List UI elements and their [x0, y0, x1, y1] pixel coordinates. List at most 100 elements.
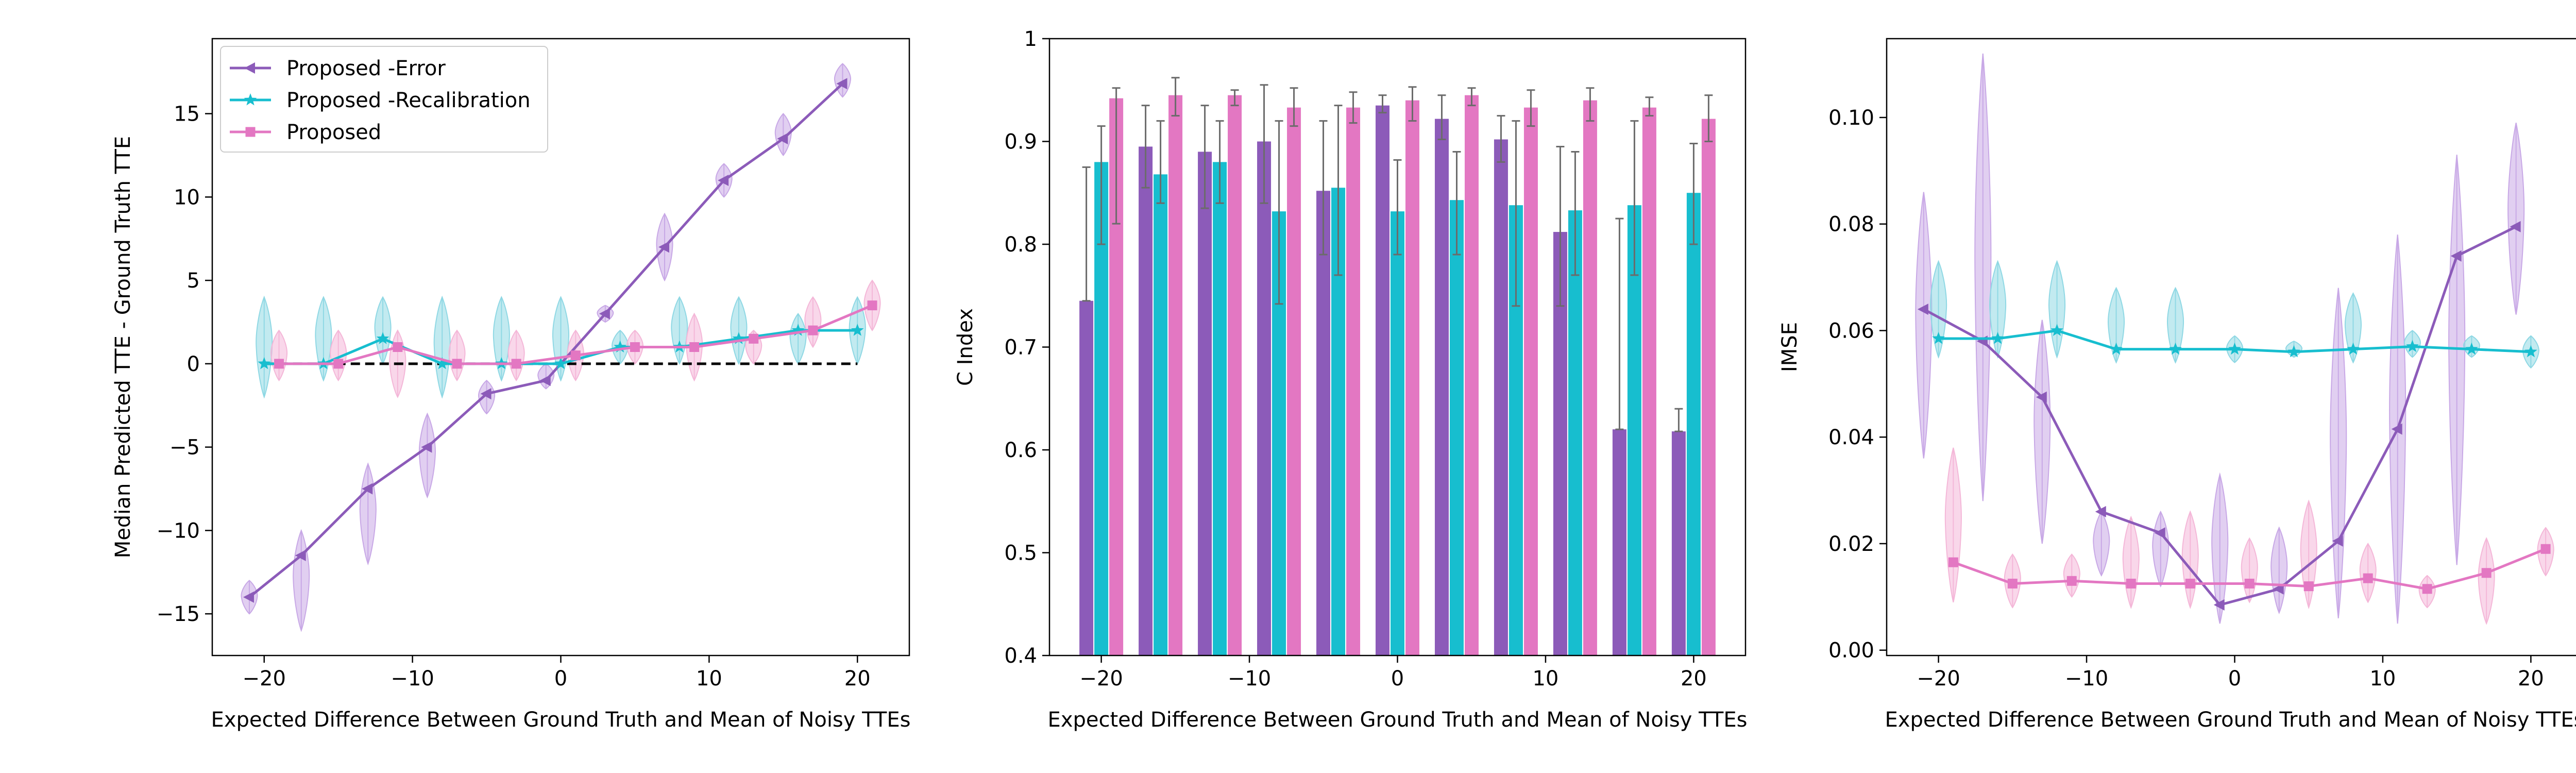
legend-marker: [244, 62, 255, 74]
bar: [1612, 429, 1626, 656]
x-tick-label: −10: [391, 667, 434, 691]
y-tick-label: 10: [174, 186, 200, 209]
bar: [1464, 95, 1479, 656]
bar: [1686, 193, 1701, 656]
bar: [1376, 105, 1389, 656]
data-point: [2110, 342, 2123, 355]
x-tick-label: 0: [554, 667, 567, 691]
y-tick-label: 0.4: [1004, 644, 1037, 668]
x-tick-label: −10: [1228, 667, 1271, 691]
bar: [1316, 191, 1331, 656]
data-point: [258, 357, 271, 369]
y-axis-label: C Index: [954, 308, 977, 386]
x-tick-label: −20: [1917, 667, 1960, 691]
data-point: [630, 342, 640, 352]
x-tick-label: 10: [2369, 667, 2396, 691]
data-point: [480, 388, 492, 400]
data-point: [2228, 342, 2241, 355]
y-tick-label: 15: [174, 103, 200, 126]
data-point: [1948, 557, 1958, 567]
data-point: [554, 357, 567, 369]
bar: [1642, 107, 1656, 656]
data-point: [658, 241, 670, 253]
data-point: [732, 332, 745, 344]
data-point: [599, 308, 610, 320]
data-point: [570, 350, 581, 361]
bar: [1671, 431, 1686, 656]
y-tick-label: 0.7: [1004, 336, 1037, 360]
legend-label: Proposed: [286, 121, 381, 144]
data-point: [2363, 573, 2373, 583]
y-axis-label: Median Predicted TTE - Ground Truth TTE: [111, 136, 135, 558]
data-point: [2126, 578, 2136, 589]
data-point: [362, 483, 373, 495]
legend: Proposed -Error Proposed -Recalibration Pr…: [220, 46, 548, 153]
data-point: [867, 300, 877, 311]
data-point: [376, 332, 389, 344]
bar: [1627, 205, 1641, 656]
data-point: [1991, 332, 2004, 344]
data-point: [718, 174, 729, 186]
x-tick-label: 10: [696, 667, 722, 691]
error-panel: −20 −10 0 10 20 −15 −10 −5 0 5 10 15 Expected Differ…: [111, 38, 911, 732]
data-point: [2524, 345, 2537, 358]
bar: [1198, 152, 1212, 656]
legend-label: Proposed -Error: [286, 57, 446, 80]
data-point: [452, 359, 462, 369]
y-tick-label: 0.08: [1828, 213, 1874, 237]
imse-panel: −20 −10 0 10 20 0.00 0.02 0.04 0.06 0.08 0.10 Expec…: [1778, 38, 2576, 732]
y-tick-label: 0.8: [1004, 233, 1037, 257]
data-point: [2510, 221, 2521, 232]
y-tick-label: 0.04: [1828, 426, 1874, 449]
data-point: [2332, 535, 2343, 547]
bar: [1449, 200, 1464, 656]
data-point: [2213, 599, 2225, 611]
data-point: [2036, 391, 2047, 403]
data-point: [2287, 345, 2300, 358]
bar: [1434, 119, 1449, 656]
y-tick-label: 5: [187, 269, 200, 293]
x-tick-label: 0: [1391, 667, 1404, 691]
x-tick-label: −20: [1079, 667, 1123, 691]
y-tick-label: −15: [157, 602, 200, 626]
x-tick-label: −10: [2065, 667, 2108, 691]
data-point: [2154, 527, 2165, 539]
data-point: [2244, 578, 2255, 589]
bar: [1701, 119, 1716, 656]
x-tick-label: 20: [2518, 667, 2544, 691]
data-point: [2007, 578, 2018, 589]
x-tick-label: 10: [1532, 667, 1558, 691]
legend-marker: [245, 127, 256, 137]
cindex-panel: −20 −10 0 10 20 0.4 0.5 0.6 0.7 0.8 0.9 1 Expected D…: [954, 27, 1747, 732]
data-point: [689, 342, 700, 352]
x-axis-label: Expected Difference Between Ground Truth…: [211, 708, 911, 732]
bar: [1583, 100, 1597, 656]
bar: [1391, 211, 1404, 656]
x-axis-label: Expected Difference Between Ground Truth…: [1885, 708, 2576, 732]
y-tick-label: −5: [170, 436, 200, 460]
y-tick-label: −10: [157, 519, 200, 543]
y-tick-label: 0.02: [1828, 532, 1874, 556]
data-point: [393, 342, 403, 352]
y-axis-label: IMSE: [1778, 322, 1802, 372]
y-tick-label: 0.00: [1828, 639, 1874, 663]
data-point: [421, 441, 432, 453]
bar: [1494, 139, 1508, 656]
data-point: [2422, 584, 2432, 594]
x-tick-label: 20: [844, 667, 871, 691]
data-point: [2481, 568, 2492, 578]
bar: [1154, 174, 1168, 656]
data-point: [2050, 324, 2063, 336]
data-point: [2450, 250, 2462, 262]
data-point: [2347, 342, 2360, 355]
bar: [1568, 210, 1582, 656]
bar: [1228, 95, 1242, 656]
y-tick-label: 0.6: [1004, 439, 1037, 462]
data-point: [274, 359, 284, 369]
y-tick-label: 0.10: [1828, 106, 1874, 130]
x-tick-label: −20: [243, 667, 286, 691]
data-point: [435, 357, 449, 369]
data-point: [2391, 423, 2402, 435]
y-tick-label: 0.06: [1828, 319, 1874, 343]
